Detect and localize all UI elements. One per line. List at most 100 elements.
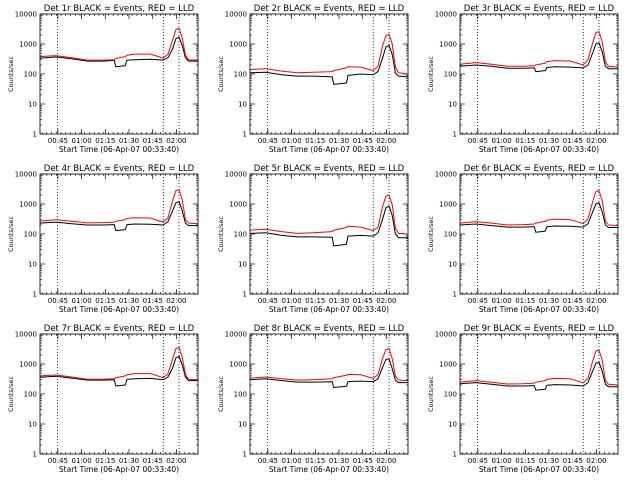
y-axis-label: Counts/sec bbox=[217, 216, 225, 252]
x-tick-label: 01:15 bbox=[305, 297, 325, 305]
x-axis-label: Start Time (06-Apr-07 00:33:40) bbox=[479, 465, 599, 474]
y-tick-label: 10000 bbox=[435, 171, 457, 179]
events-series-line bbox=[459, 361, 618, 391]
y-tick-label: 1000 bbox=[229, 201, 247, 209]
x-tick-label: 01:30 bbox=[329, 137, 349, 145]
chart-title: Det 7r BLACK = Events, RED = LLD bbox=[44, 324, 195, 334]
events-series-line bbox=[39, 201, 198, 232]
x-tick-label: 01:45 bbox=[563, 297, 583, 305]
y-tick-label: 100 bbox=[24, 391, 37, 399]
y-axis-label: Counts/sec bbox=[217, 56, 225, 92]
x-tick-label: 02:00 bbox=[586, 137, 606, 145]
lld-series-line bbox=[249, 33, 409, 75]
x-tick-label: 01:45 bbox=[353, 137, 373, 145]
x-tick-label: 01:15 bbox=[305, 457, 325, 465]
y-tick-label: 10000 bbox=[15, 171, 37, 179]
y-tick-label: 1 bbox=[33, 291, 37, 299]
events-series-line bbox=[459, 42, 618, 73]
x-tick-label: 00:45 bbox=[468, 297, 488, 305]
x-tick-label: 01:00 bbox=[72, 297, 92, 305]
plot-frame bbox=[39, 173, 199, 295]
x-tick-label: 01:15 bbox=[515, 137, 535, 145]
x-tick-label: 02:00 bbox=[376, 297, 396, 305]
x-axis-label: Start Time (06-Apr-07 00:33:40) bbox=[59, 465, 179, 474]
y-tick-label: 1 bbox=[453, 451, 457, 459]
y-axis-label: Counts/sec bbox=[427, 56, 435, 92]
y-tick-label: 10 bbox=[448, 421, 457, 429]
y-tick-label: 10 bbox=[28, 421, 37, 429]
x-tick-label: 00:45 bbox=[468, 137, 488, 145]
x-tick-label: 00:45 bbox=[48, 457, 68, 465]
plot-frame bbox=[459, 333, 619, 455]
x-tick-label: 01:15 bbox=[95, 457, 115, 465]
x-tick-label: 01:00 bbox=[492, 137, 512, 145]
x-tick-label: 01:00 bbox=[282, 457, 302, 465]
chart-title: Det 8r BLACK = Events, RED = LLD bbox=[254, 324, 405, 334]
chart-title: Det 5r BLACK = Events, RED = LLD bbox=[254, 164, 405, 174]
y-tick-label: 10 bbox=[238, 101, 247, 109]
events-series-line bbox=[39, 36, 198, 68]
x-tick-label: 01:00 bbox=[492, 297, 512, 305]
y-tick-label: 10 bbox=[448, 101, 457, 109]
y-tick-label: 1000 bbox=[19, 361, 37, 369]
y-tick-label: 10 bbox=[238, 261, 247, 269]
y-tick-label: 100 bbox=[234, 71, 247, 79]
y-tick-label: 10000 bbox=[225, 171, 247, 179]
events-series-line bbox=[459, 202, 618, 233]
x-axis-label: Start Time (06-Apr-07 00:33:40) bbox=[269, 145, 389, 154]
x-tick-label: 01:00 bbox=[282, 137, 302, 145]
y-tick-label: 10 bbox=[448, 261, 457, 269]
y-tick-label: 10 bbox=[28, 101, 37, 109]
x-tick-label: 02:00 bbox=[166, 457, 186, 465]
x-axis-label: Start Time (06-Apr-07 00:33:40) bbox=[479, 145, 599, 154]
x-tick-label: 01:30 bbox=[119, 297, 139, 305]
y-tick-label: 1 bbox=[33, 451, 37, 459]
x-tick-label: 01:30 bbox=[329, 457, 349, 465]
x-tick-label: 01:30 bbox=[539, 457, 559, 465]
chart-title: Det 6r BLACK = Events, RED = LLD bbox=[464, 164, 615, 174]
x-tick-label: 01:45 bbox=[563, 137, 583, 145]
y-tick-label: 1000 bbox=[439, 201, 457, 209]
chart-panel-3: Det 3r BLACK = Events, RED = LLD Counts/s… bbox=[427, 4, 619, 154]
y-tick-label: 10000 bbox=[225, 11, 247, 19]
y-tick-label: 1000 bbox=[19, 201, 37, 209]
events-series-line bbox=[39, 355, 198, 387]
y-tick-label: 1 bbox=[453, 131, 457, 139]
y-tick-label: 100 bbox=[234, 391, 247, 399]
x-tick-label: 01:15 bbox=[95, 297, 115, 305]
plot-frame bbox=[459, 13, 619, 135]
y-axis-label: Counts/sec bbox=[7, 216, 15, 252]
x-tick-label: 00:45 bbox=[258, 137, 278, 145]
x-tick-label: 01:30 bbox=[329, 297, 349, 305]
y-axis-label: Counts/sec bbox=[427, 376, 435, 412]
y-tick-label: 100 bbox=[24, 231, 37, 239]
x-tick-label: 01:15 bbox=[305, 137, 325, 145]
x-tick-label: 01:30 bbox=[539, 137, 559, 145]
events-series-line bbox=[249, 205, 408, 247]
lld-series-line bbox=[249, 194, 409, 235]
chart-title: Det 3r BLACK = Events, RED = LLD bbox=[464, 4, 615, 14]
y-tick-label: 1 bbox=[243, 131, 247, 139]
chart-panel-5: Det 5r BLACK = Events, RED = LLD Counts/s… bbox=[217, 164, 409, 314]
x-axis-label: Start Time (06-Apr-07 00:33:40) bbox=[269, 465, 389, 474]
y-tick-label: 10000 bbox=[435, 331, 457, 339]
chart-panel-1: Det 1r BLACK = Events, RED = LLD Counts/s… bbox=[7, 4, 199, 154]
x-tick-label: 01:45 bbox=[143, 137, 163, 145]
x-tick-label: 01:15 bbox=[95, 137, 115, 145]
x-tick-label: 01:00 bbox=[282, 297, 302, 305]
y-tick-label: 100 bbox=[444, 231, 457, 239]
x-axis-label: Start Time (06-Apr-07 00:33:40) bbox=[59, 305, 179, 314]
x-tick-label: 01:45 bbox=[353, 297, 373, 305]
x-tick-label: 02:00 bbox=[166, 297, 186, 305]
chart-title: Det 1r BLACK = Events, RED = LLD bbox=[44, 4, 195, 14]
plot-frame bbox=[39, 333, 199, 455]
y-tick-label: 1 bbox=[33, 131, 37, 139]
x-tick-label: 02:00 bbox=[166, 137, 186, 145]
x-tick-label: 00:45 bbox=[48, 297, 68, 305]
x-tick-label: 01:15 bbox=[515, 457, 535, 465]
x-tick-label: 01:45 bbox=[353, 457, 373, 465]
x-axis-label: Start Time (06-Apr-07 00:33:40) bbox=[59, 145, 179, 154]
plot-frame bbox=[249, 333, 409, 455]
plot-frame bbox=[39, 13, 199, 135]
y-tick-label: 1 bbox=[243, 451, 247, 459]
